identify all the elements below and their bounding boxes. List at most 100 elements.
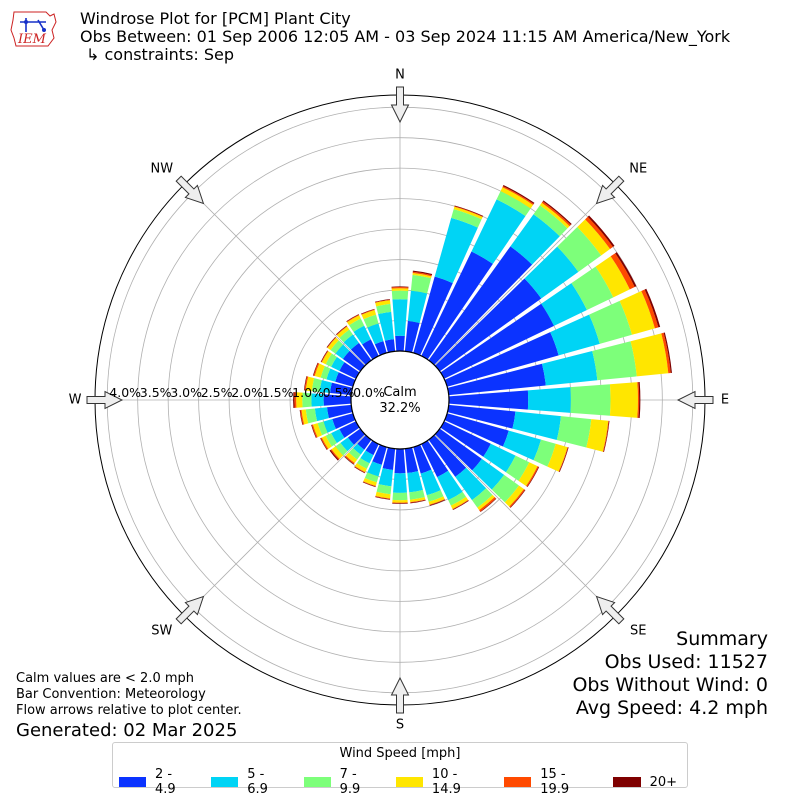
- windrose-bar-segment: [317, 421, 328, 436]
- windrose-bar-segment: [426, 490, 444, 502]
- windrose-bar-segment: [471, 199, 526, 264]
- obs-used: Obs Used: 11527: [604, 651, 768, 673]
- windrose-bar-segment: [321, 350, 329, 363]
- windrose-bar-segment: [407, 290, 428, 323]
- windrose-bar-segment: [375, 300, 391, 307]
- windrose-bar-segment: [347, 428, 365, 445]
- windrose-bar-segment: [429, 499, 445, 506]
- windrose-bar-segment: [336, 326, 348, 336]
- windrose-bar-segment: [615, 252, 637, 288]
- windrose-bar-segment: [502, 186, 534, 205]
- legend-label: 5 - 6.9: [247, 767, 268, 797]
- flow-arrow-icon: [390, 676, 410, 714]
- windrose-bar-segment: [541, 351, 598, 386]
- radial-tick-label: 3.5%: [140, 385, 172, 400]
- windrose-bar-segment: [541, 283, 587, 326]
- windrose-bar-segment: [394, 448, 406, 474]
- compass-label: NE: [629, 161, 647, 176]
- windrose-bar-segment: [363, 314, 379, 328]
- windrose-bar-segment: [585, 216, 614, 250]
- flow-arrow-icon: [175, 595, 205, 625]
- windrose-bar-segment: [378, 311, 394, 341]
- windrose-bar-segment: [512, 411, 561, 440]
- windrose-bar-segment: [421, 440, 449, 478]
- windrose-bar-segment: [311, 393, 324, 407]
- svg-text:IEM: IEM: [17, 32, 47, 47]
- windrose-bar-segment: [542, 200, 572, 225]
- windrose-bar-segment: [344, 456, 354, 465]
- radial-tick-label: 1.0%: [292, 385, 324, 400]
- windrose-bar-segment: [437, 470, 463, 501]
- flow-arrow-icon: [595, 175, 625, 205]
- windrose-bar-segment: [413, 444, 432, 474]
- windrose-bar-segment: [375, 496, 391, 500]
- windrose-bar-segment: [314, 363, 325, 378]
- windrose-bar-segment: [434, 217, 478, 284]
- windrose-bars: [293, 185, 672, 513]
- windrose-bar-segment: [453, 206, 483, 220]
- radial-tick-label: 2.5%: [201, 385, 233, 400]
- windrose-bar-segment: [412, 270, 433, 276]
- windrose-bar-segment: [314, 407, 329, 422]
- grid-spoke: [434, 434, 616, 616]
- windrose-bar-segment: [409, 490, 425, 500]
- windrose-bar-segment: [311, 424, 317, 438]
- windrose-bar-segment: [420, 469, 441, 496]
- windrose-bar-segment: [450, 496, 469, 509]
- windrose-bar-segment: [367, 461, 382, 477]
- windrose-bar-segment: [361, 308, 375, 315]
- windrose-bar-segment: [440, 303, 554, 379]
- axis-labels: N NE E SE S SW W NW 0.0%0.5%1.0%1.5%2.0%2.5%3.0%…: [69, 68, 730, 733]
- windrose-bar-segment: [527, 387, 571, 413]
- summary-title: Summary: [676, 628, 768, 650]
- windrose-bar-segment: [558, 447, 569, 472]
- windrose-bar-segment: [638, 381, 641, 419]
- windrose-bar-segment: [311, 378, 322, 392]
- windrose-bar-segment: [586, 419, 609, 452]
- windrose-bar-segment: [305, 408, 318, 424]
- windrose-bar-segment: [327, 337, 337, 348]
- windrose-bar-segment: [319, 380, 332, 394]
- windrose-bar-segment: [391, 287, 409, 289]
- windrose-bar-segment: [346, 314, 359, 322]
- windrose-bar-segment: [331, 429, 345, 444]
- iem-logo: IEM: [10, 11, 57, 47]
- chart-title: Windrose Plot for [PCM] Plant City: [80, 9, 351, 28]
- convention-note: Bar Convention: Meteorology: [16, 687, 206, 702]
- windrose-bar-segment: [339, 421, 360, 438]
- radial-tick-label: 4.0%: [109, 385, 141, 400]
- windrose-bar-segment: [330, 382, 353, 396]
- windrose-bar-segment: [362, 481, 376, 488]
- windrose-bar-segment: [335, 372, 356, 387]
- windrose-bar-segment: [609, 382, 638, 418]
- radial-tick-label: 1.5%: [262, 385, 294, 400]
- windrose-bar-segment: [447, 363, 546, 396]
- windrose-bar-segment: [619, 291, 655, 335]
- flow-arrow-icon: [390, 86, 410, 124]
- windrose-bar-segment: [323, 394, 352, 406]
- windrose-bar-segment: [509, 489, 525, 508]
- windrose-bar-segment: [429, 499, 446, 506]
- windrose-bar-segment: [589, 300, 633, 344]
- windrose-bar-segment: [435, 428, 482, 471]
- windrose-bar-segment: [496, 191, 531, 217]
- windrose-bar-segment: [412, 271, 432, 277]
- legend-label: 20+: [649, 774, 677, 790]
- summary-panel: Summary Obs Used: 11527 Obs Without Wind…: [572, 628, 768, 720]
- windrose-bar-segment: [339, 329, 353, 343]
- windrose-bar-segment: [392, 299, 408, 336]
- windrose-bar-segment: [340, 437, 355, 452]
- windrose-bar-segment: [329, 449, 339, 461]
- windrose-bar-segment: [556, 416, 592, 448]
- windrose-bar-segment: [428, 246, 533, 365]
- windrose-bar-segment: [367, 323, 384, 345]
- calm-note: Calm values are < 2.0 mph: [16, 671, 195, 686]
- windrose-bar-segment: [602, 420, 609, 452]
- windrose-bar-segment: [348, 448, 361, 460]
- radial-tick-label: 0.5%: [323, 385, 355, 400]
- windrose-bar-segment: [346, 314, 360, 323]
- calm-percent: 32.2%: [379, 401, 420, 416]
- compass-label: SW: [151, 624, 172, 639]
- calm-circle: [350, 350, 450, 450]
- windrose-bar-segment: [335, 325, 347, 335]
